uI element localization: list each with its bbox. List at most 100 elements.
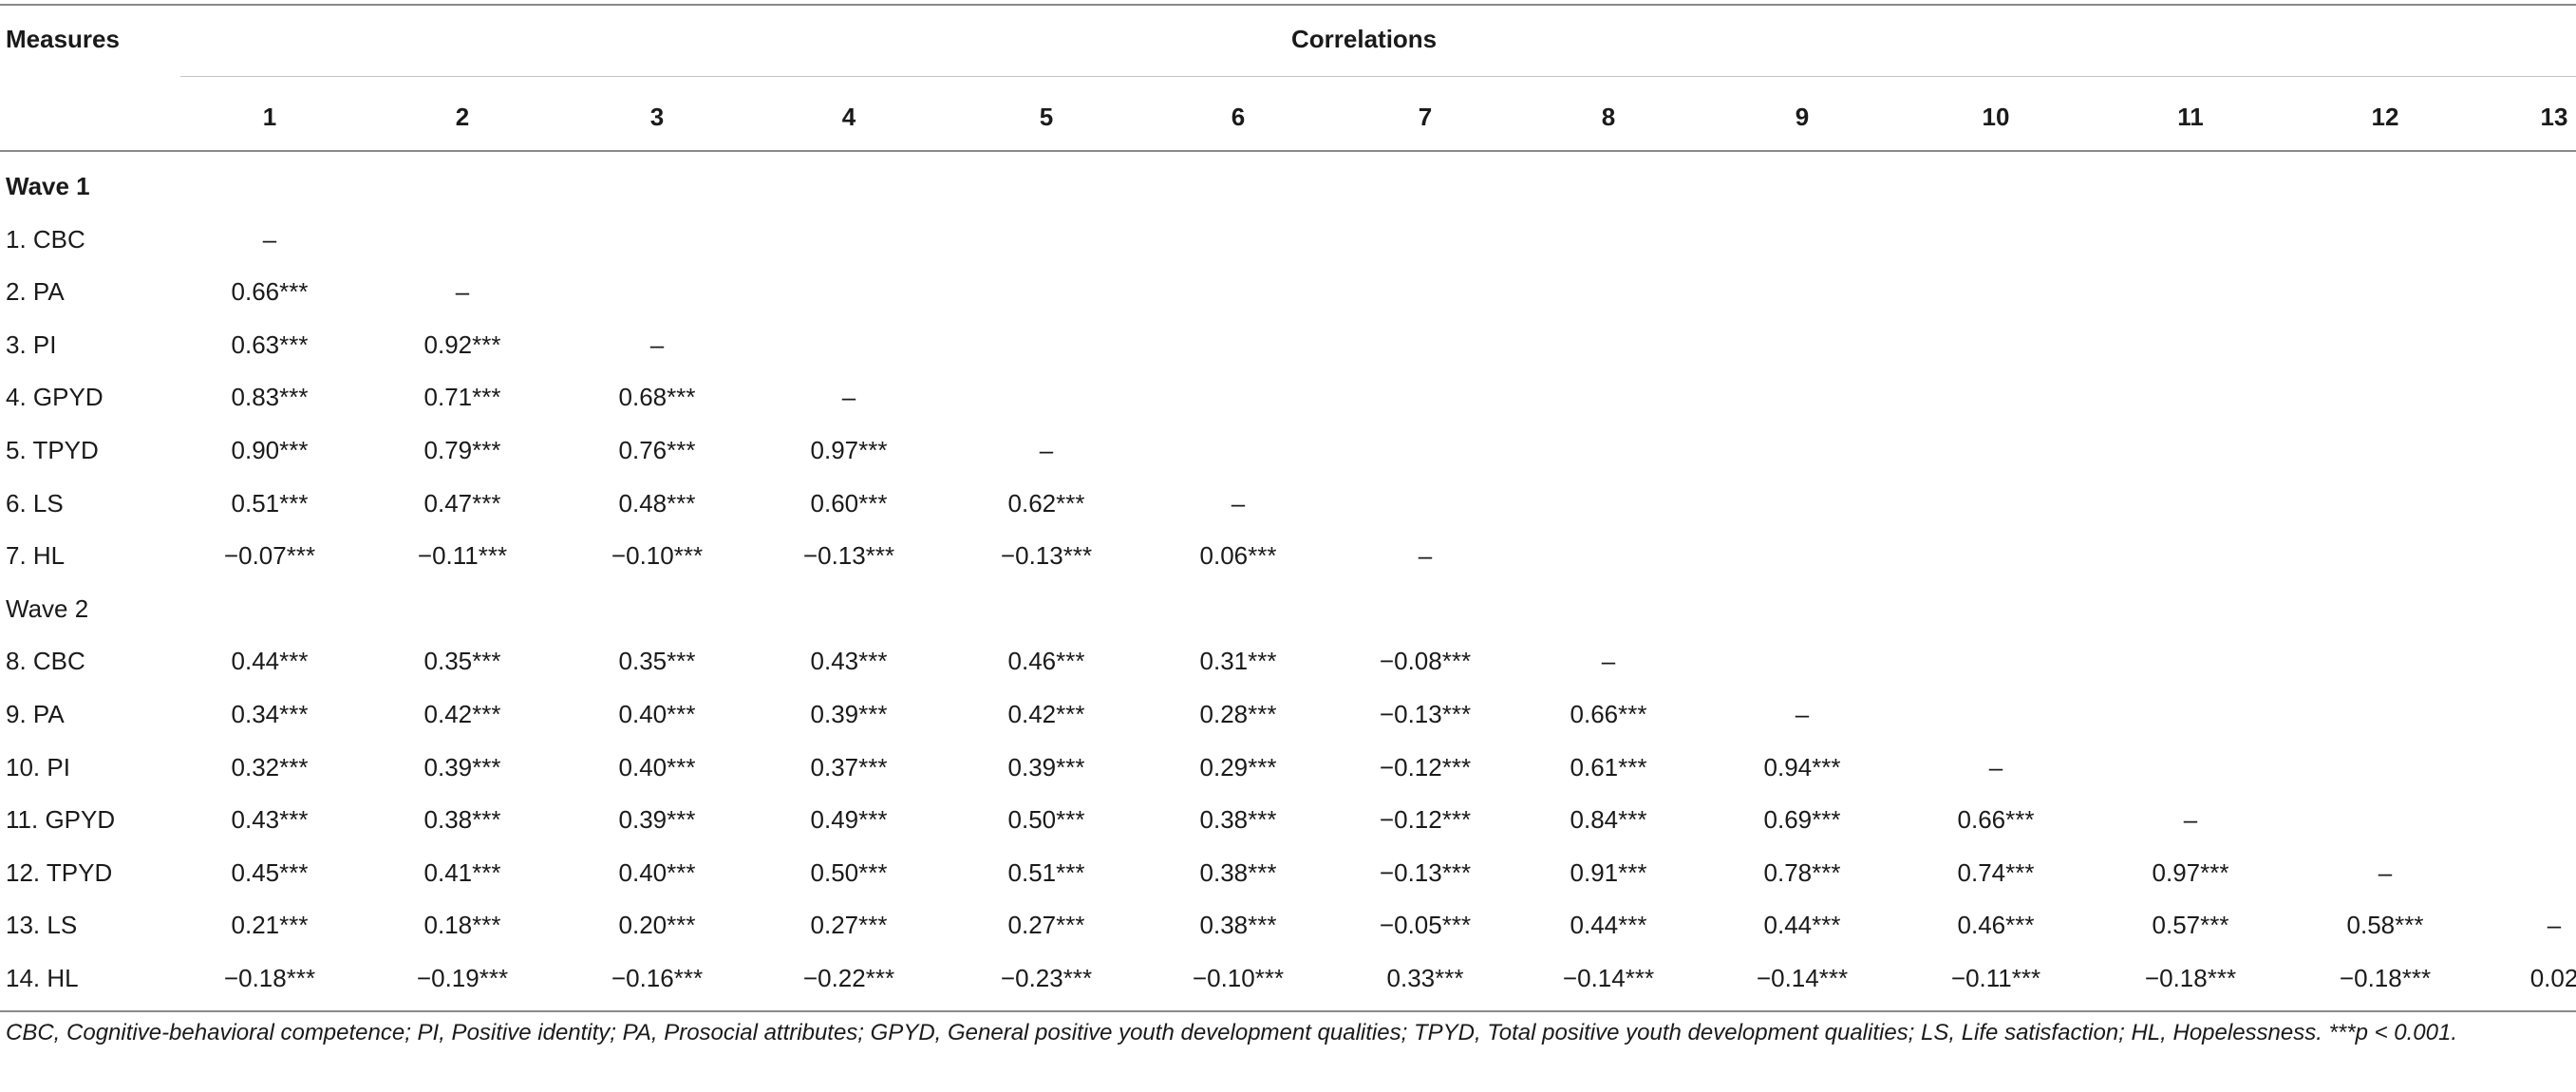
row-label: 8. CBC — [6, 647, 85, 676]
table-cell: – — [1988, 752, 2003, 781]
table-cell: 0.45*** — [231, 857, 309, 887]
table-cell: 0.76*** — [618, 436, 696, 464]
table-cell: −0.22*** — [802, 964, 895, 992]
table-cell: 0.37*** — [810, 752, 888, 781]
table-row: 2. PA 0.66*** – — [0, 265, 2576, 318]
table-row: Wave 1 — [0, 160, 2576, 213]
table-cell: −0.05*** — [1379, 911, 1472, 940]
table-cell: 0.97*** — [810, 436, 888, 464]
table-row: 14. HL −0.18*** −0.19*** −0.16*** −0.22*** −0… — [0, 951, 2576, 1005]
table-bottom-rule — [0, 1010, 2576, 1012]
row-label: 12. TPYD — [6, 857, 113, 887]
table-cell: 0.61*** — [1570, 752, 1647, 781]
table-cell: −0.13*** — [1000, 541, 1093, 571]
column-header-5: 5 — [1039, 103, 1054, 131]
table-row: 4. GPYD 0.83*** 0.71*** 0.68*** – — [0, 370, 2576, 424]
row-label: 1. CBC — [6, 224, 85, 254]
table-cell: 0.35*** — [618, 647, 696, 676]
row-label: 4. GPYD — [6, 383, 103, 412]
table-cell: 0.39*** — [810, 700, 888, 728]
table-cell: −0.12*** — [1379, 805, 1472, 835]
table-cell: 0.40*** — [618, 700, 696, 728]
table-cell: 0.83*** — [231, 383, 309, 412]
table-cell: 0.47*** — [423, 488, 501, 518]
table-cell: 0.51*** — [231, 488, 309, 518]
table-cell: 0.63*** — [231, 329, 309, 359]
table-cell: 0.38*** — [1199, 857, 1277, 887]
table-cell: – — [1418, 541, 1433, 571]
table-row: 13. LS 0.21*** 0.18*** 0.20*** 0.27*** 0.27**… — [0, 898, 2576, 951]
correlations-header: Correlations — [1291, 25, 1438, 53]
table-cell: 0.46*** — [1957, 911, 2035, 940]
table-cell: – — [841, 383, 856, 412]
table-cell: 0.74*** — [1957, 857, 2035, 887]
table-cell: 0.34*** — [231, 700, 309, 728]
table-cell: 0.90*** — [231, 436, 309, 464]
table-cell: 0.28*** — [1199, 700, 1277, 728]
column-header-6: 6 — [1231, 103, 1246, 131]
table-row: 7. HL −0.07*** −0.11*** −0.10*** −0.13*** −0.… — [0, 529, 2576, 582]
table-cell: 0.27*** — [1007, 911, 1085, 940]
table-cell: −0.13*** — [802, 541, 895, 571]
table-cell: −0.13*** — [1379, 700, 1472, 728]
table-cell: −0.16*** — [611, 964, 704, 992]
table-cell: – — [1039, 436, 1054, 464]
table-cell: 0.02 — [2529, 964, 2576, 992]
table-cell: 0.27*** — [810, 911, 888, 940]
table-row: 12. TPYD 0.45*** 0.41*** 0.40*** 0.50*** 0.51… — [0, 846, 2576, 899]
table-cell: 0.46*** — [1007, 647, 1085, 676]
table-cell: 0.48*** — [618, 488, 696, 518]
table-cell: 0.71*** — [423, 383, 501, 412]
table-cell: – — [262, 224, 277, 254]
table-cell: 0.62*** — [1007, 488, 1085, 518]
row-label: 11. GPYD — [6, 805, 116, 835]
table-cell: 0.39*** — [1007, 752, 1085, 781]
row-label: 6. LS — [6, 488, 64, 518]
table-row: 8. CBC 0.44*** 0.35*** 0.35*** 0.43*** 0.46**… — [0, 634, 2576, 687]
table-cell: 0.40*** — [618, 857, 696, 887]
table-top-rule — [0, 4, 2576, 6]
column-header-2: 2 — [455, 103, 470, 131]
table-cell: 0.69*** — [1763, 805, 1841, 835]
table-cell: 0.57*** — [2152, 911, 2229, 940]
table-cell: −0.11*** — [1950, 964, 2041, 992]
table-row: 1. CBC – — [0, 213, 2576, 266]
table-cell: 0.94*** — [1763, 752, 1841, 781]
table-cell: −0.18*** — [2144, 964, 2237, 992]
table-row: 6. LS 0.51*** 0.47*** 0.48*** 0.60*** 0.62***… — [0, 477, 2576, 530]
table-cell: 0.50*** — [1007, 805, 1085, 835]
table-cell: −0.18*** — [223, 964, 316, 992]
table-cell: 0.58*** — [2346, 911, 2424, 940]
table-cell: −0.14*** — [1562, 964, 1655, 992]
table-cell: 0.43*** — [810, 647, 888, 676]
row-label: Wave 1 — [6, 172, 90, 200]
row-label: 14. HL — [6, 964, 79, 992]
table-cell: – — [2378, 857, 2393, 887]
column-header-3: 3 — [649, 103, 665, 131]
row-label: 9. PA — [6, 700, 65, 728]
table-cell: −0.18*** — [2339, 964, 2432, 992]
table-cell: 0.42*** — [423, 700, 501, 728]
row-label: 2. PA — [6, 277, 65, 307]
measures-header: Measures — [6, 25, 120, 53]
table-footnote: CBC, Cognitive-behavioral competence; PI… — [6, 1020, 2458, 1045]
table-row: Wave 2 — [0, 582, 2576, 635]
table-cell: −0.13*** — [1379, 857, 1472, 887]
row-label: 10. PI — [6, 752, 70, 781]
table-cell: 0.78*** — [1763, 857, 1841, 887]
table-cell: 0.42*** — [1007, 700, 1085, 728]
table-cell: – — [2547, 911, 2562, 940]
table-cell: 0.66*** — [1570, 700, 1647, 728]
table-cell: 0.66*** — [231, 277, 309, 307]
column-header-10: 10 — [1982, 103, 2010, 131]
table-cell: 0.35*** — [423, 647, 501, 676]
table-cell: – — [1601, 647, 1616, 676]
table-cell: 0.06*** — [1199, 541, 1277, 571]
table-cell: 0.91*** — [1570, 857, 1647, 887]
table-cell: 0.38*** — [1199, 805, 1277, 835]
row-label: 7. HL — [6, 541, 66, 571]
table-cell: – — [455, 277, 470, 307]
table-cell: 0.38*** — [423, 805, 501, 835]
table-cell: 0.50*** — [810, 857, 888, 887]
table-cell: 0.51*** — [1007, 857, 1085, 887]
